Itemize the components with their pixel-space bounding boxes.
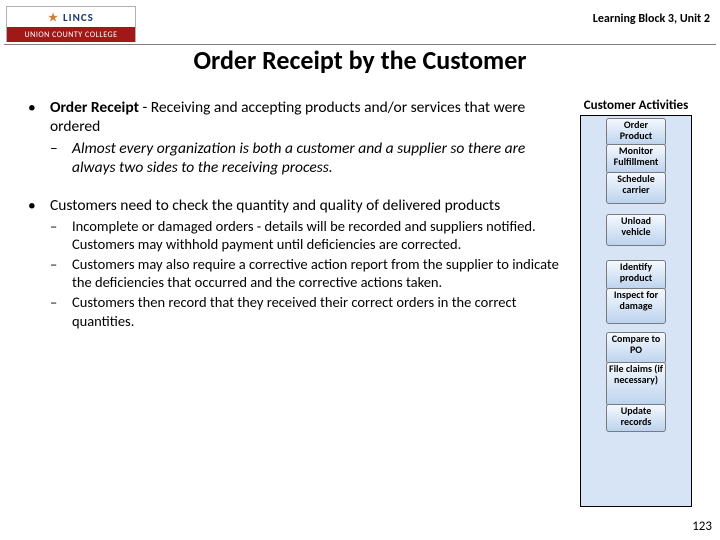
logo: ★ LINCS UNION COUNTY COLLEGE (6, 6, 136, 42)
activity-box: Identify product (606, 260, 666, 290)
page-title: Order Receipt by the Customer (0, 44, 720, 76)
bullet-2-sub-3: – Customers then record that they receiv… (50, 293, 568, 329)
activity-box: Compare to PO (606, 332, 666, 364)
page-number: 123 (692, 519, 712, 534)
bullet-dot-icon: • (28, 196, 36, 215)
bullet-2: • Customers need to check the quantity a… (28, 196, 568, 330)
activity-box: Schedule carrier (606, 172, 666, 204)
dash-icon: – (50, 217, 57, 235)
bullet-1-sublist: – Almost every organization is both a cu… (50, 139, 568, 178)
slide-header: ★ LINCS UNION COUNTY COLLEGE Learning Bl… (0, 4, 720, 48)
activity-box: Monitor Fulfillment (606, 144, 666, 174)
sidebar-title: Customer Activities (580, 98, 692, 113)
bullet-dot-icon: • (28, 98, 36, 117)
star-icon: ★ (48, 11, 59, 24)
activity-box: Order Product (606, 118, 666, 146)
learning-block-label: Learning Block 3, Unit 2 (593, 12, 710, 26)
bullet-2-sub-2: – Customers may also require a correctiv… (50, 255, 568, 291)
bullet-2-text: Customers need to check the quantity and… (50, 196, 500, 215)
bullet-2-sub-2-text: Customers may also require a corrective … (72, 255, 559, 291)
activity-box: Inspect for damage (606, 288, 666, 324)
dash-icon: – (50, 293, 57, 311)
bullet-1: • Order Receipt - Receiving and acceptin… (28, 98, 568, 178)
bullet-2-sublist: – Incomplete or damaged orders - details… (50, 217, 568, 330)
activities-column: Order Product Monitor Fulfillment Schedu… (580, 115, 692, 507)
sidebar: Customer Activities Order Product Monito… (580, 98, 692, 508)
activity-box: File claims (if necessary) (606, 362, 666, 406)
bullet-1-sub-1-text: Almost every organization is both a cust… (72, 139, 525, 177)
activity-box: Update records (606, 404, 666, 432)
bullet-1-term: Order Receipt (50, 98, 139, 117)
activity-box: Unload vehicle (606, 214, 666, 246)
dash-icon: – (50, 139, 58, 158)
bullet-2-sub-3-text: Customers then record that they received… (72, 293, 516, 329)
logo-top: ★ LINCS (7, 7, 135, 27)
dash-icon: – (50, 255, 57, 273)
bullet-2-sub-1-text: Incomplete or damaged orders - details w… (72, 217, 536, 253)
bullet-1-sub-1: – Almost every organization is both a cu… (50, 139, 568, 178)
bullet-list: • Order Receipt - Receiving and acceptin… (28, 98, 568, 330)
bullet-2-sub-1: – Incomplete or damaged orders - details… (50, 217, 568, 253)
logo-text: LINCS (63, 11, 94, 24)
logo-subtext: UNION COUNTY COLLEGE (7, 27, 135, 42)
content-area: • Order Receipt - Receiving and acceptin… (28, 98, 568, 342)
slide: ★ LINCS UNION COUNTY COLLEGE Learning Bl… (0, 0, 720, 540)
